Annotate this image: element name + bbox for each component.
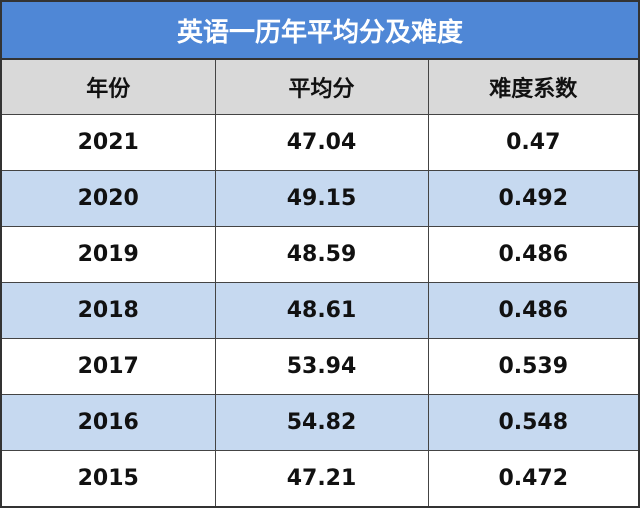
- table-cell: 2019: [2, 226, 216, 283]
- table-cell: 49.15: [214, 170, 429, 227]
- table-cell: 0.486: [427, 226, 638, 283]
- column-header: 平均分: [214, 60, 429, 115]
- table-cell: 0.539: [427, 338, 638, 395]
- table-cell: 54.82: [214, 394, 429, 451]
- table-cell: 0.492: [427, 170, 638, 227]
- table-cell: 2020: [2, 170, 216, 227]
- table-cell: 0.548: [427, 394, 638, 451]
- table-cell: 47.04: [214, 114, 429, 171]
- table-row: 2018 48.61 0.486: [2, 282, 638, 339]
- table-cell: 2021: [2, 114, 216, 171]
- table-cell: 48.59: [214, 226, 429, 283]
- table-cell: 2016: [2, 394, 216, 451]
- table-cell: 0.472: [427, 450, 638, 506]
- table-cell: 2015: [2, 450, 216, 506]
- table-row: 2017 53.94 0.539: [2, 338, 638, 395]
- table-title: 英语一历年平均分及难度: [2, 2, 638, 60]
- table-row: 2016 54.82 0.548: [2, 394, 638, 451]
- table-row: 2020 49.15 0.492: [2, 170, 638, 227]
- table-row: 2015 47.21 0.472: [2, 450, 638, 506]
- table-row: 2019 48.59 0.486: [2, 226, 638, 283]
- table-cell: 2018: [2, 282, 216, 339]
- table-cell: 47.21: [214, 450, 429, 506]
- header-row: 年份 平均分 难度系数: [2, 60, 638, 115]
- table-cell: 0.47: [427, 114, 638, 171]
- table-body: 2021 47.04 0.47 2020 49.15 0.492 2019 48.59 0.48…: [2, 114, 638, 506]
- table-cell: 48.61: [214, 282, 429, 339]
- table-row: 2021 47.04 0.47: [2, 114, 638, 171]
- table-cell: 53.94: [214, 338, 429, 395]
- column-header: 年份: [2, 60, 216, 115]
- table-cell: 2017: [2, 338, 216, 395]
- column-header: 难度系数: [427, 60, 638, 115]
- data-table: 年份 平均分 难度系数 2021 47.04 0.47 2020 49.15 0.492 201…: [2, 60, 638, 506]
- table-cell: 0.486: [427, 282, 638, 339]
